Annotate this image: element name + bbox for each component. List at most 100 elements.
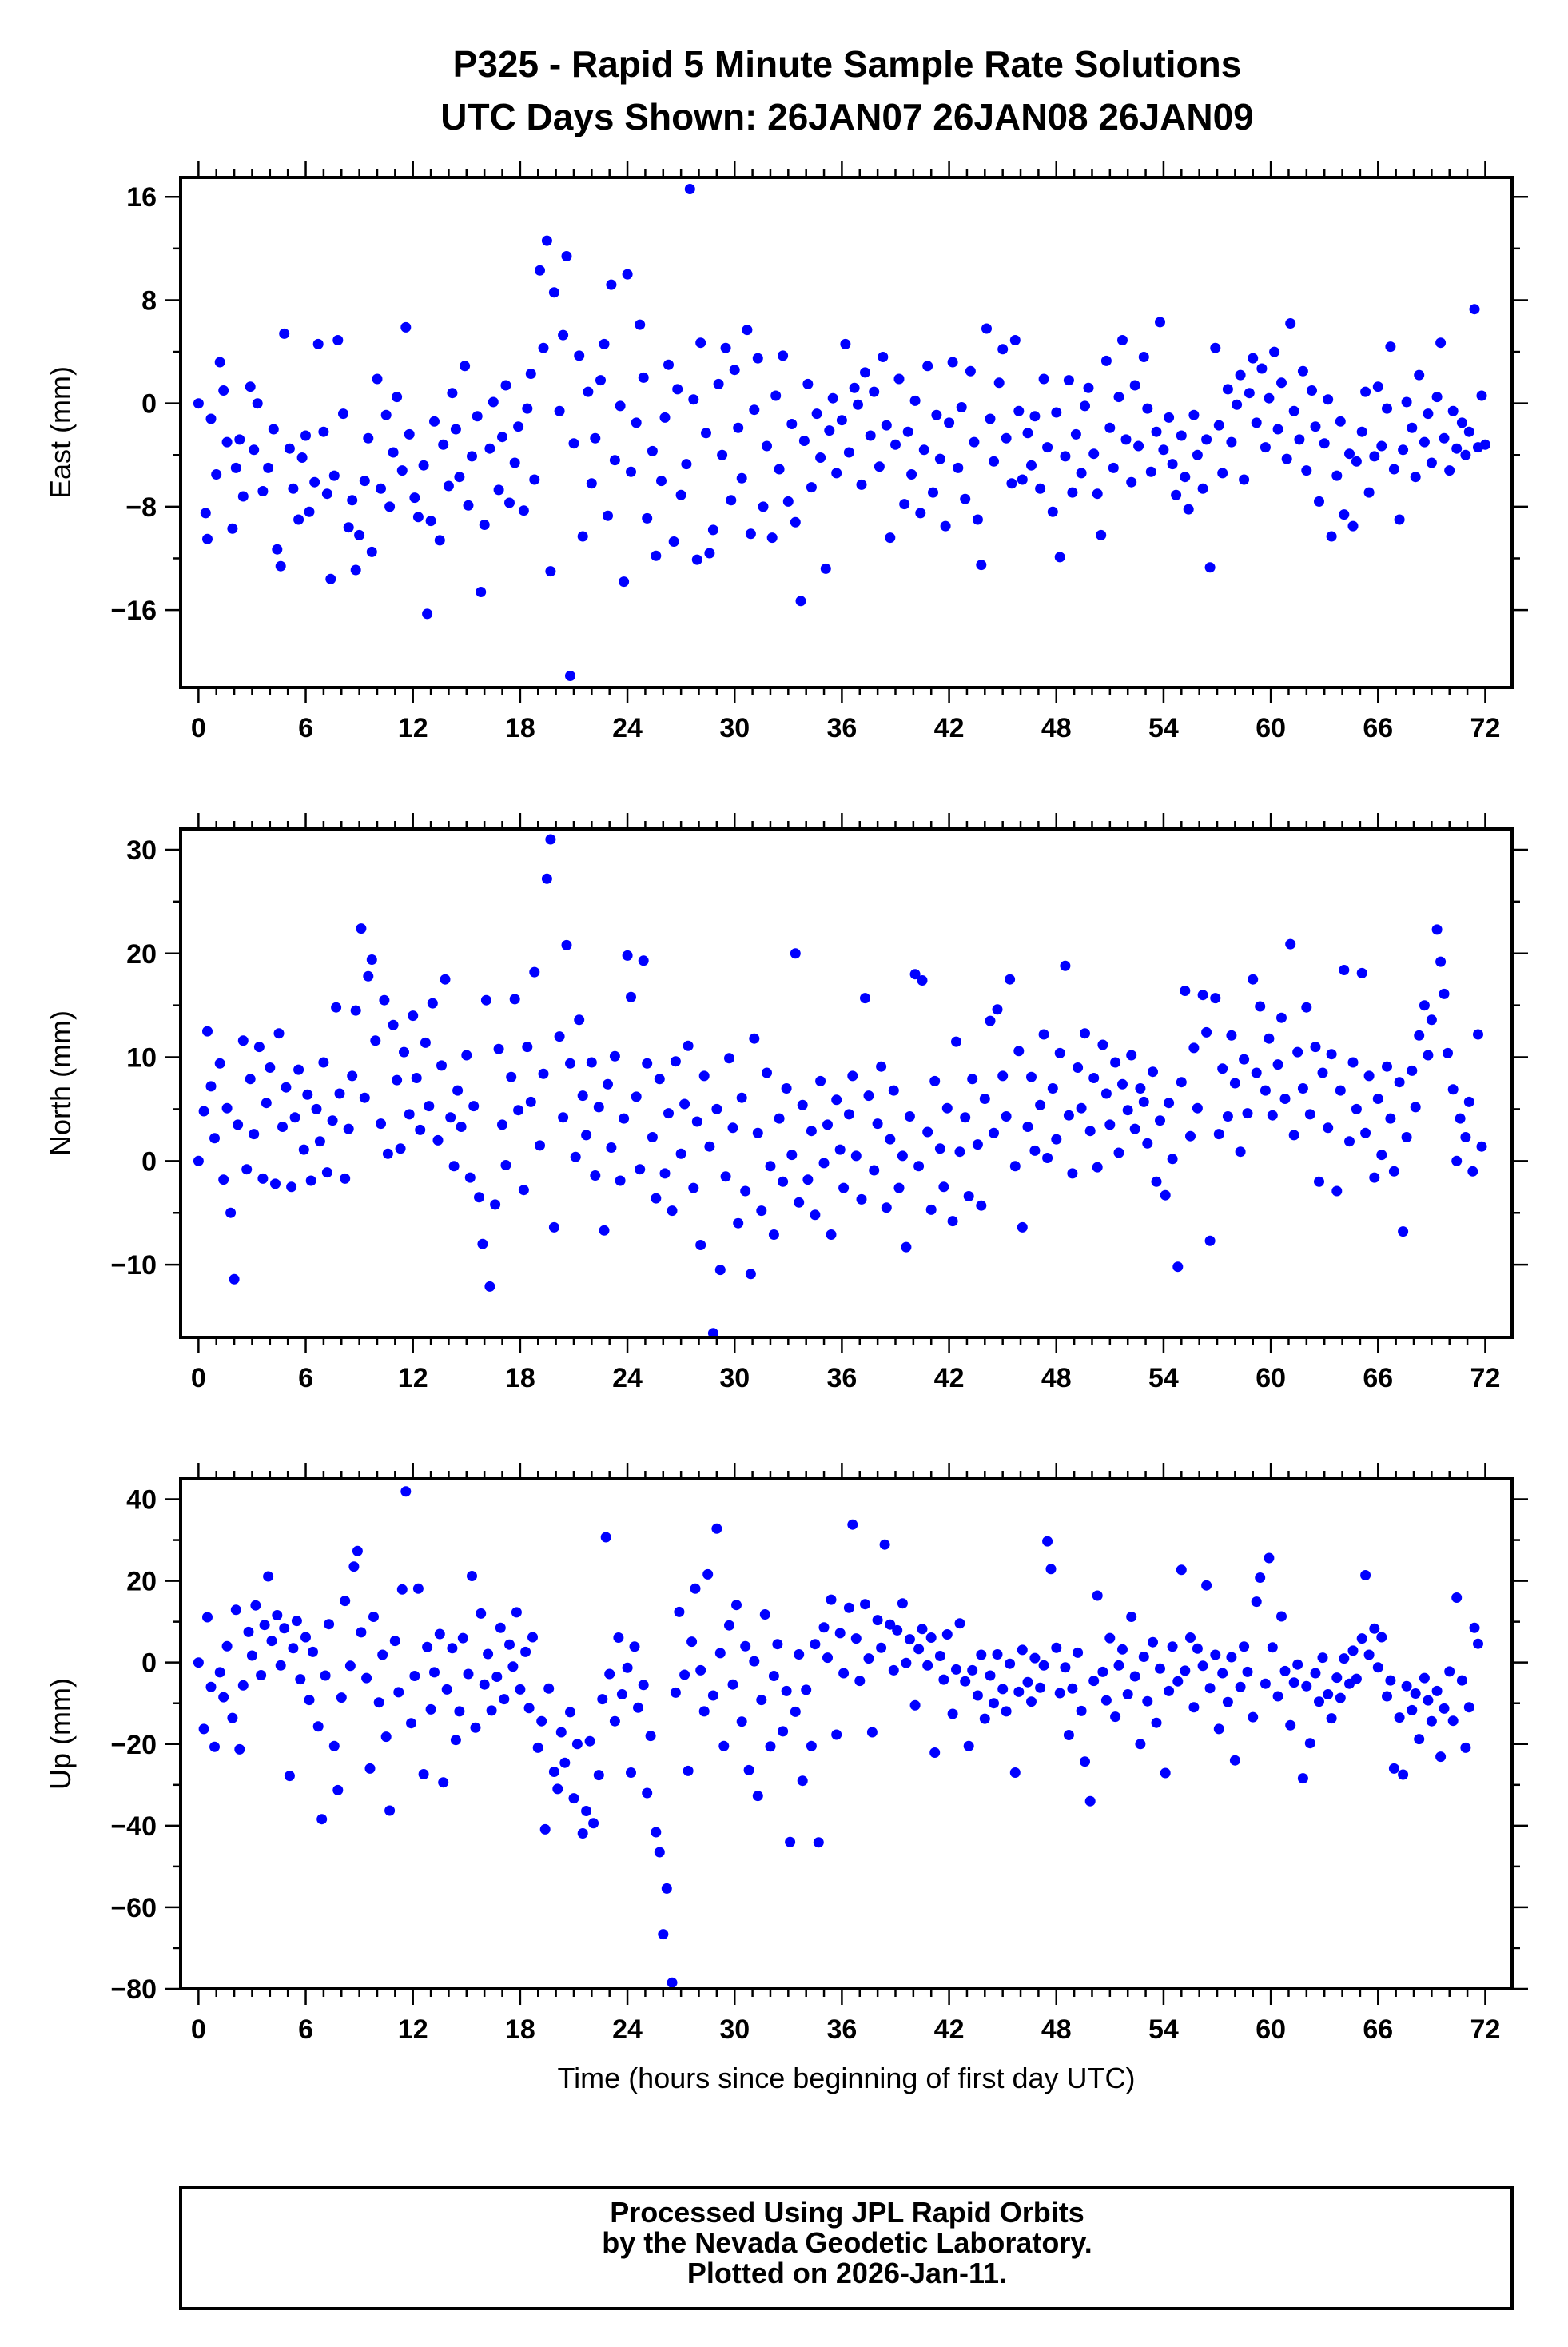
north-data-point: [1122, 1105, 1133, 1116]
up-data-point: [674, 1606, 685, 1617]
up-data-point: [552, 1783, 563, 1795]
east-data-point: [1235, 369, 1246, 381]
east-data-point: [843, 447, 854, 458]
east-data-point: [782, 496, 794, 507]
east-data-point: [1451, 443, 1463, 454]
north-data-point: [218, 1174, 229, 1185]
up-data-point: [218, 1692, 229, 1703]
north-data-point: [1339, 965, 1350, 975]
east-data-point: [1294, 434, 1305, 445]
north-data-point: [922, 1126, 933, 1138]
east-data-point: [590, 432, 601, 444]
east-data-point: [815, 452, 826, 463]
north-data-point: [318, 1057, 329, 1068]
east-x-tick-label: 48: [1041, 713, 1072, 743]
east-data-point: [820, 563, 831, 574]
east-data-point: [1038, 373, 1049, 385]
up-data-point: [1067, 1683, 1078, 1694]
north-data-point: [314, 1136, 325, 1147]
up-data-point: [1435, 1751, 1447, 1763]
north-data-point: [456, 1122, 467, 1132]
north-data-point: [548, 1221, 559, 1233]
up-data-point: [781, 1685, 792, 1696]
up-data-point: [396, 1584, 408, 1595]
up-data-point: [336, 1692, 347, 1703]
north-data-point: [863, 1090, 874, 1102]
up-data-point: [979, 1713, 990, 1724]
east-data-point: [509, 457, 520, 468]
north-data-point: [382, 1148, 393, 1159]
up-data-point: [1248, 1711, 1259, 1723]
up-data-point: [1242, 1666, 1253, 1677]
east-data-point: [695, 337, 706, 349]
east-data-point: [1201, 434, 1212, 445]
up-data-point: [1080, 1756, 1090, 1767]
north-data-point: [366, 954, 377, 965]
north-data-point: [388, 1019, 399, 1030]
up-data-point: [633, 1702, 643, 1713]
east-data-point: [1183, 504, 1194, 515]
up-data-point: [532, 1742, 543, 1753]
east-data-point: [1035, 483, 1046, 494]
north-data-point: [404, 1109, 415, 1120]
north-data-point: [638, 955, 649, 966]
east-data-point: [609, 455, 620, 466]
up-data-point: [638, 1680, 649, 1691]
east-data-point: [1264, 392, 1275, 404]
north-panel: 0 6 12 18 24 30 36 42 48 54 60 66 72 −10 0 10 20 30 North …: [44, 813, 1528, 1393]
north-data-point: [1188, 1042, 1200, 1054]
north-data-point: [205, 1081, 217, 1092]
north-data-point: [622, 950, 633, 961]
up-data-point: [838, 1668, 850, 1679]
north-data-point: [733, 1217, 744, 1229]
east-data-point: [1083, 382, 1094, 393]
east-data-point: [1248, 353, 1259, 364]
east-data-point: [1410, 472, 1421, 483]
east-data-point: [786, 419, 798, 429]
east-data-point: [1217, 468, 1228, 479]
up-data-point: [438, 1777, 449, 1788]
north-data-point: [484, 1281, 495, 1292]
north-data-point: [1017, 1221, 1028, 1233]
up-data-point: [667, 1977, 678, 1988]
north-data-point: [714, 1265, 726, 1276]
up-data-point: [1251, 1596, 1262, 1608]
up-data-point: [963, 1740, 974, 1751]
east-y-tick-label: −8: [125, 492, 157, 523]
east-data-point: [1385, 341, 1396, 353]
east-data-point: [479, 520, 490, 530]
up-data-point: [1005, 1658, 1016, 1669]
up-data-point: [1267, 1642, 1278, 1653]
up-data-point: [1264, 1552, 1275, 1564]
east-data-point: [701, 428, 711, 439]
east-data-point: [1339, 509, 1350, 520]
east-data-point: [438, 439, 449, 450]
east-data-point: [422, 608, 433, 620]
up-data-point: [450, 1735, 461, 1746]
east-data-point: [766, 532, 778, 544]
up-data-point: [1148, 1636, 1158, 1648]
up-data-point: [193, 1657, 204, 1668]
up-data-point: [429, 1667, 440, 1678]
east-data-point: [881, 420, 892, 431]
up-data-point: [422, 1641, 433, 1652]
up-data-point: [1314, 1696, 1324, 1707]
east-data-point: [568, 438, 579, 449]
north-data-point: [432, 1134, 444, 1146]
north-data-point: [794, 1197, 805, 1208]
north-data-point: [1160, 1189, 1171, 1201]
north-data-point: [518, 1185, 529, 1196]
east-data-point: [1013, 405, 1025, 416]
up-data-point: [1419, 1672, 1430, 1684]
east-data-point: [856, 479, 867, 490]
up-data-point: [609, 1715, 620, 1727]
up-data-point: [1369, 1623, 1380, 1634]
east-data-point: [272, 544, 283, 555]
up-data-point: [1426, 1715, 1437, 1727]
east-data-point: [668, 536, 679, 547]
north-data-point: [647, 1132, 658, 1142]
east-data-point: [762, 440, 772, 452]
up-data-point: [1138, 1652, 1149, 1662]
east-data-point: [392, 392, 403, 403]
north-data-point: [1288, 1130, 1299, 1141]
